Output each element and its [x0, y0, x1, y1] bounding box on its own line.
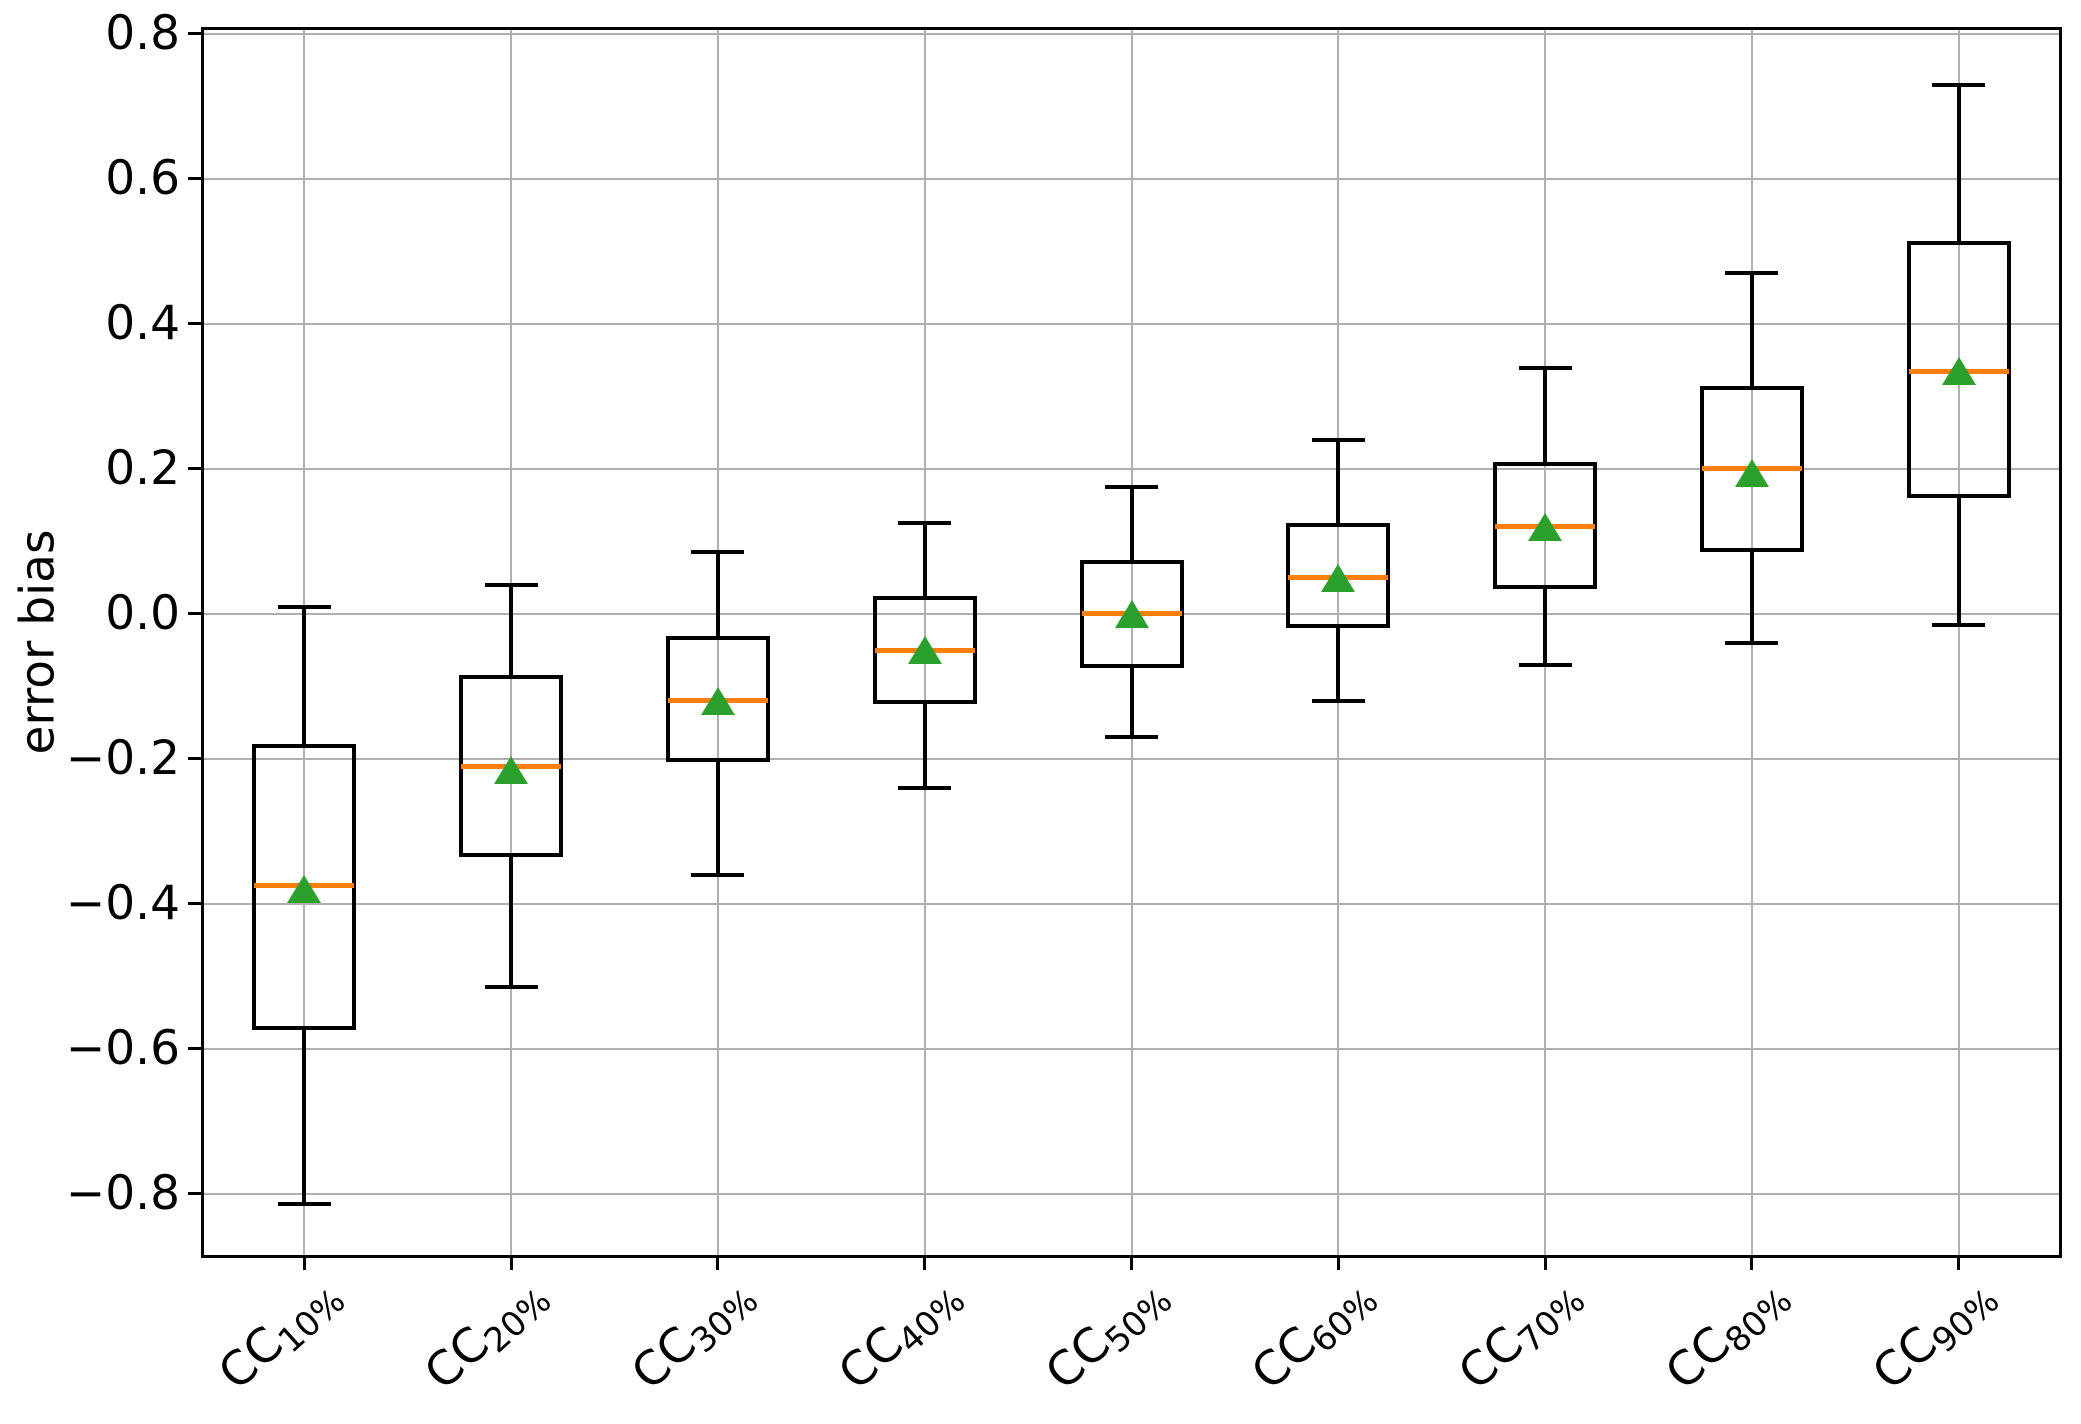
y-tick-mark: [188, 1046, 201, 1050]
whisker-cap-upper: [691, 550, 745, 555]
y-axis-label: error bias: [10, 529, 66, 755]
whisker-lower: [1129, 668, 1134, 738]
whisker-lower: [302, 1030, 307, 1205]
whisker-cap-upper: [898, 521, 952, 526]
whisker-cap-lower: [1932, 622, 1986, 627]
x-tick-label: CC20%: [414, 1268, 558, 1401]
y-tick-label: 0.8: [105, 6, 180, 62]
y-tick-label: 0.4: [105, 296, 180, 352]
x-tick-mark: [509, 1258, 513, 1270]
mean-marker: [907, 636, 942, 665]
x-tick-mark: [1130, 1258, 1133, 1270]
x-tick-label: CC70%: [1448, 1268, 1592, 1401]
y-tick-mark: [188, 901, 201, 905]
whisker-cap-lower: [1105, 735, 1158, 740]
mean-marker: [1734, 458, 1769, 487]
y-tick-mark: [188, 1191, 201, 1195]
y-tick-label: −0.6: [65, 1020, 180, 1076]
x-tick-label: CC90%: [1862, 1268, 2006, 1401]
y-tick-mark: [188, 32, 201, 36]
whisker-upper: [302, 606, 307, 745]
whisker-upper: [1129, 487, 1134, 560]
x-tick-label: CC40%: [828, 1268, 972, 1401]
y-tick-mark: [188, 756, 201, 760]
whisker-cap-upper: [1518, 365, 1572, 370]
x-tick-mark: [1543, 1258, 1547, 1270]
y-tick-mark: [188, 466, 201, 470]
whisker-upper: [1956, 84, 1961, 241]
whisker-lower: [1543, 588, 1548, 665]
x-gridline: [1957, 27, 1960, 1258]
x-tick-label: CC30%: [621, 1268, 765, 1401]
whisker-cap-upper: [277, 604, 331, 609]
mean-marker: [1321, 563, 1356, 592]
whisker-lower: [1956, 497, 1961, 625]
whisker-cap-lower: [1518, 662, 1572, 667]
whisker-upper: [1543, 367, 1548, 462]
whisker-cap-upper: [484, 582, 538, 587]
y-tick-label: 0.6: [105, 151, 180, 207]
whisker-cap-lower: [277, 1202, 331, 1207]
y-tick-label: 0.2: [105, 440, 180, 496]
whisker-upper: [1336, 439, 1341, 524]
whisker-cap-lower: [1311, 698, 1365, 703]
x-tick-mark: [716, 1258, 720, 1270]
whisker-cap-upper: [1311, 437, 1365, 442]
whisker-upper: [509, 584, 514, 676]
whisker-upper: [715, 552, 720, 636]
y-tick-label: −0.2: [65, 730, 180, 786]
x-tick-mark: [302, 1258, 306, 1270]
mean-marker: [494, 755, 529, 784]
mean-marker: [700, 686, 735, 715]
x-tick-mark: [1750, 1258, 1754, 1270]
y-tick-label: −0.4: [65, 875, 180, 931]
y-tick-mark: [188, 177, 201, 181]
x-tick-label: CC60%: [1242, 1268, 1386, 1401]
mean-marker: [1941, 357, 1976, 386]
whisker-lower: [1749, 552, 1754, 643]
whisker-lower: [922, 704, 927, 788]
x-tick-mark: [923, 1258, 927, 1270]
x-gridline: [1130, 27, 1133, 1258]
x-tick-label: CC10%: [208, 1268, 352, 1401]
mean-marker: [287, 875, 322, 904]
whisker-cap-lower: [898, 785, 952, 790]
whisker-lower: [715, 762, 720, 875]
whisker-lower: [509, 856, 514, 987]
mean-marker: [1528, 512, 1563, 541]
y-tick-mark: [188, 322, 201, 326]
whisker-lower: [1336, 628, 1341, 701]
whisker-upper: [1749, 273, 1754, 386]
x-gridline: [716, 27, 719, 1258]
whisker-upper: [922, 523, 927, 596]
x-tick-label: CC50%: [1035, 1268, 1179, 1401]
y-tick-mark: [188, 611, 201, 615]
x-tick-mark: [1336, 1258, 1340, 1270]
whisker-cap-lower: [484, 985, 538, 990]
x-tick-mark: [1957, 1258, 1961, 1270]
whisker-cap-upper: [1105, 485, 1158, 490]
whisker-cap-upper: [1725, 271, 1779, 276]
whisker-cap-upper: [1932, 82, 1986, 87]
whisker-cap-lower: [1725, 640, 1779, 645]
x-tick-label: CC80%: [1655, 1268, 1799, 1401]
mean-marker: [1114, 599, 1149, 628]
y-tick-label: −0.8: [65, 1165, 180, 1221]
whisker-cap-lower: [691, 872, 745, 877]
y-tick-label: 0.0: [105, 585, 180, 641]
